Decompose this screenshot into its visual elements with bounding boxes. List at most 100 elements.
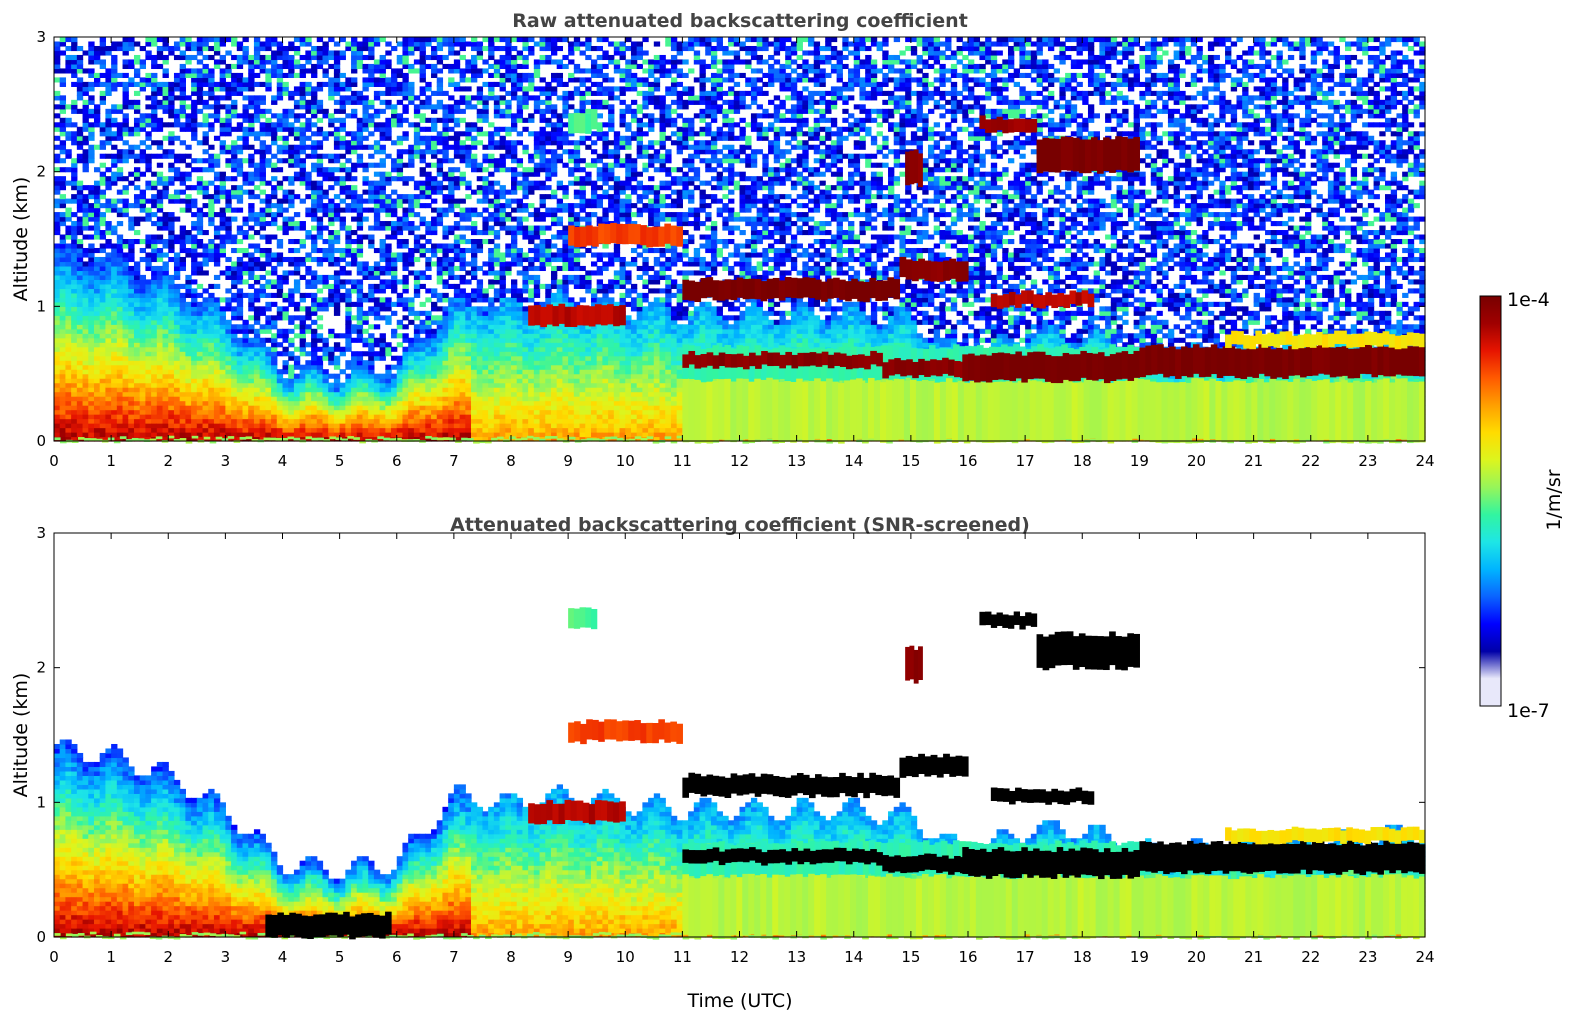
heatmap-cell	[173, 310, 181, 316]
heatmap-cell	[356, 63, 364, 70]
heatmap-cell	[168, 86, 175, 92]
heatmap-cell	[76, 319, 84, 325]
heatmap-cell	[431, 68, 438, 74]
heatmap-cell	[476, 95, 484, 101]
heatmap-cell	[413, 225, 421, 231]
heatmap-cell	[385, 234, 392, 240]
heatmap-cell	[448, 230, 455, 236]
heatmap-cell	[288, 387, 295, 393]
heatmap-cell	[368, 63, 375, 70]
heatmap-cell	[185, 144, 192, 150]
heatmap-cell	[71, 360, 78, 366]
heatmap-cell	[265, 207, 272, 213]
heatmap-cell	[88, 405, 95, 411]
heatmap-cell	[105, 68, 112, 74]
heatmap-cell	[368, 346, 375, 352]
heatmap-cell	[402, 90, 409, 96]
heatmap-cell	[116, 256, 124, 263]
heatmap-cell	[156, 247, 164, 254]
heatmap-cell	[448, 360, 455, 366]
heatmap-cell	[351, 378, 358, 384]
heatmap-cell	[413, 396, 421, 402]
heatmap-cell	[396, 373, 404, 379]
heatmap-cell	[179, 41, 186, 47]
heatmap-cell	[82, 247, 89, 254]
heatmap-cell	[276, 409, 284, 415]
heatmap-cell	[425, 310, 432, 316]
heatmap-cell	[345, 247, 352, 254]
heatmap-cell	[219, 239, 226, 245]
heatmap-cell	[271, 234, 278, 240]
heatmap-cell	[59, 378, 67, 384]
heatmap-cell	[88, 113, 95, 119]
heatmap-cell	[328, 207, 335, 213]
heatmap-cell	[351, 50, 358, 56]
heatmap-cell	[345, 396, 352, 402]
heatmap-cell	[328, 50, 335, 56]
heatmap-cell	[185, 436, 192, 442]
heatmap-cell	[99, 288, 107, 294]
heatmap-cell	[133, 369, 141, 375]
heatmap-cell	[213, 414, 221, 420]
heatmap-cell	[116, 239, 124, 245]
heatmap-cell	[208, 360, 215, 366]
heatmap-cell	[208, 315, 215, 321]
heatmap-cell	[168, 108, 175, 114]
heatmap-cell	[408, 414, 415, 420]
heatmap-cell	[482, 131, 489, 137]
heatmap-cell	[219, 243, 226, 249]
heatmap-cell	[373, 396, 381, 402]
heatmap-cell	[453, 436, 461, 442]
heatmap-cell	[139, 153, 146, 159]
heatmap-cell	[356, 117, 364, 123]
heatmap-cell	[71, 162, 78, 168]
heatmap-cell	[385, 409, 392, 415]
heatmap-cell	[54, 221, 61, 227]
heatmap-cell	[431, 373, 438, 379]
heatmap-cell	[282, 230, 289, 236]
heatmap-cell	[71, 81, 78, 87]
heatmap-cell	[122, 288, 129, 294]
heatmap-cell	[151, 337, 158, 343]
heatmap-cell	[151, 239, 158, 245]
heatmap-cell	[311, 149, 318, 155]
heatmap-cell	[128, 239, 135, 245]
heatmap-cell	[396, 221, 404, 227]
heatmap-cell	[282, 122, 289, 128]
heatmap-cell	[442, 113, 449, 119]
heatmap-cell	[168, 337, 175, 343]
heatmap-cell	[408, 207, 415, 213]
heatmap-cell	[408, 86, 415, 92]
heatmap-cell	[93, 221, 101, 227]
heatmap-cell	[408, 382, 415, 388]
heatmap-cell	[379, 72, 386, 78]
heatmap-cell	[402, 45, 409, 52]
heatmap-cell	[316, 171, 324, 177]
heatmap-cell	[82, 212, 89, 218]
heatmap-cell	[231, 270, 238, 276]
heatmap-cell	[436, 189, 444, 195]
heatmap-cell	[351, 405, 358, 411]
heatmap-cell	[442, 131, 449, 137]
heatmap-cell	[408, 427, 415, 433]
heatmap-cell	[368, 409, 375, 415]
heatmap-cell	[471, 414, 478, 420]
heatmap-cell	[179, 369, 186, 375]
heatmap-cell	[71, 140, 78, 146]
heatmap-cell	[185, 68, 192, 74]
heatmap-cell	[151, 423, 158, 429]
heatmap-cell	[379, 391, 386, 397]
heatmap-cell	[356, 144, 364, 150]
heatmap-cell	[88, 81, 95, 87]
heatmap-cell	[213, 337, 221, 343]
heatmap-cell	[231, 99, 238, 105]
heatmap-cell	[265, 292, 272, 298]
heatmap-cell	[482, 324, 489, 330]
heatmap-cell	[356, 50, 364, 56]
heatmap-cell	[236, 77, 244, 83]
heatmap-cell	[99, 122, 107, 128]
heatmap-cell	[396, 158, 404, 164]
heatmap-cell	[219, 37, 226, 43]
heatmap-cell	[311, 337, 318, 343]
heatmap-cell	[402, 117, 409, 123]
